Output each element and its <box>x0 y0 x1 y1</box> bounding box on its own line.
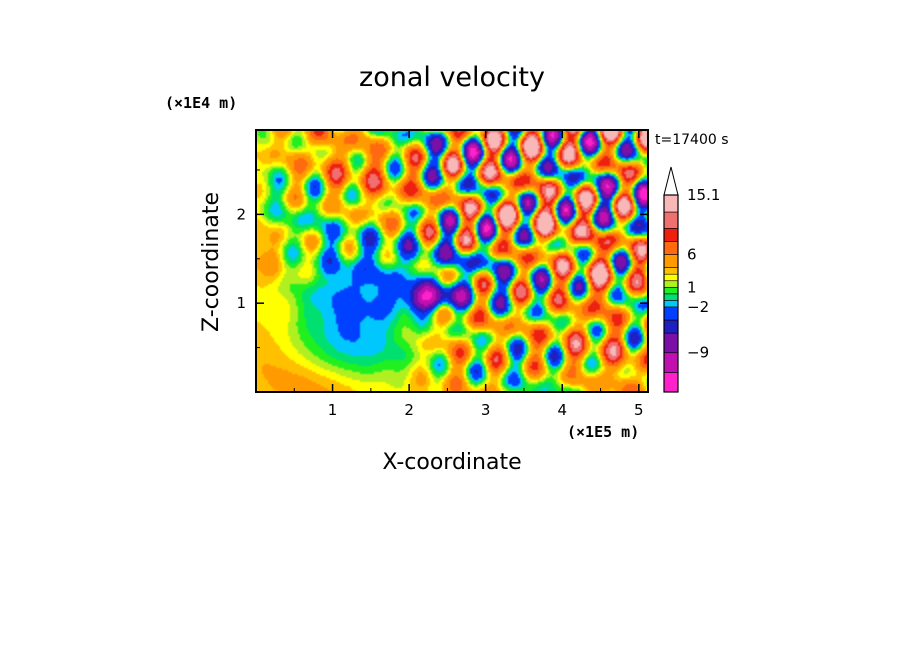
colorbar-overflow-triangle <box>663 166 679 196</box>
colorbar-label: −2 <box>687 298 709 316</box>
plot-area <box>255 129 649 393</box>
y-tick-label: 1 <box>236 294 246 312</box>
colorbar-band <box>663 228 679 242</box>
colorbar-band <box>663 286 679 295</box>
colorbar <box>663 166 679 393</box>
x-tick-label: 1 <box>328 401 338 419</box>
colorbar-label: 15.1 <box>687 186 720 204</box>
y-axis-label: Z-coordinate <box>199 192 224 332</box>
x-tick-label: 2 <box>404 401 414 419</box>
colorbar-band <box>663 241 679 255</box>
colorbar-band <box>663 319 679 334</box>
colorbar-band <box>663 194 679 213</box>
colorbar-band <box>663 211 679 229</box>
colorbar-labels: 15.1 6 1 −2 −9 <box>687 186 720 362</box>
colorbar-band <box>663 293 679 301</box>
colorbar-band <box>663 306 679 321</box>
colorbar-band <box>663 300 679 308</box>
y-axis: 12 <box>236 205 246 312</box>
chart-title: zonal velocity <box>359 62 545 93</box>
colorbar-band <box>663 332 679 354</box>
y-tick-label: 2 <box>236 205 246 223</box>
velocity-field <box>256 130 648 392</box>
x-axis-label: X-coordinate <box>382 450 521 475</box>
x-tick-label: 4 <box>557 401 567 419</box>
colorbar-label: 1 <box>687 278 697 296</box>
x-unit-label: (×1E5 m) <box>567 423 639 441</box>
colorbar-label: −9 <box>687 344 709 362</box>
x-axis: 1 2 3 4 5 <box>328 401 644 419</box>
colorbar-band <box>663 280 679 288</box>
colorbar-band <box>663 372 679 393</box>
colorbar-label: 6 <box>687 246 697 264</box>
plot-frame <box>255 129 649 393</box>
y-unit-label: (×1E4 m) <box>165 94 237 112</box>
x-tick-label: 3 <box>481 401 491 419</box>
colorbar-band <box>663 254 679 268</box>
x-tick-label: 5 <box>634 401 644 419</box>
colorbar-band <box>663 267 679 275</box>
colorbar-frame <box>663 194 679 393</box>
colorbar-band <box>663 273 679 282</box>
colorbar-band <box>663 352 679 373</box>
time-label: t=17400 s <box>655 132 729 148</box>
